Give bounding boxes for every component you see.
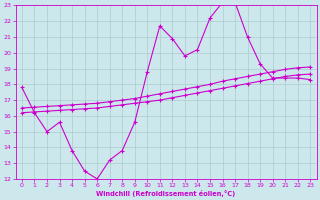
X-axis label: Windchill (Refroidissement éolien,°C): Windchill (Refroidissement éolien,°C) [96, 190, 236, 197]
